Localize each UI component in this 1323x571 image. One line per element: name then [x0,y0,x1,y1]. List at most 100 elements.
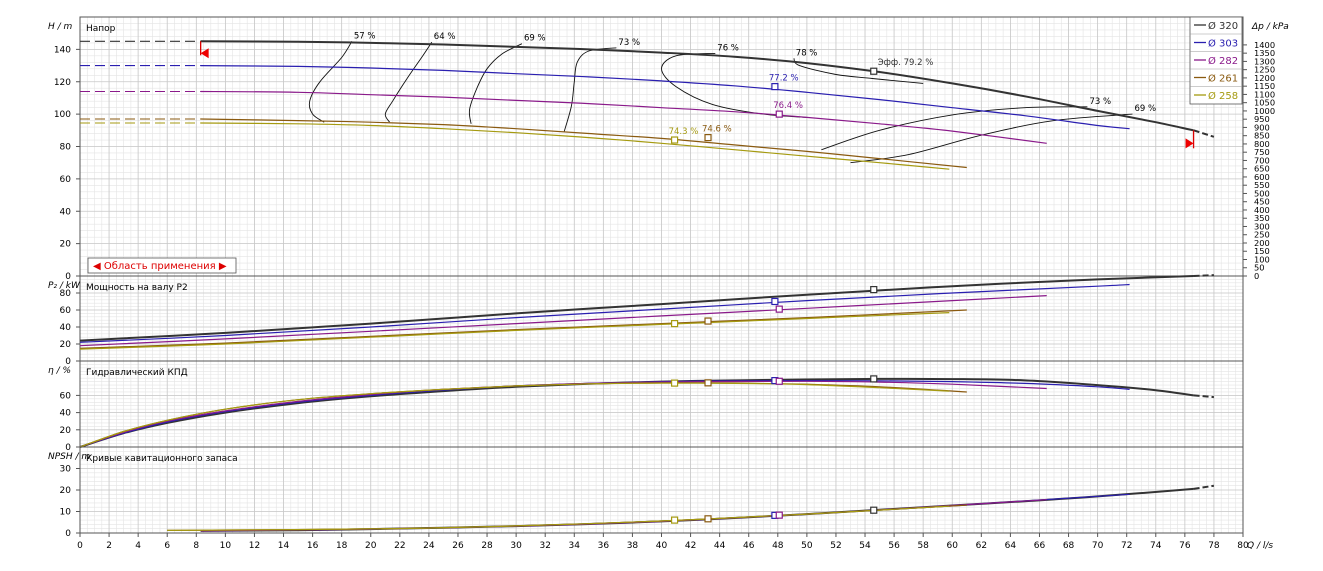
duty-point-marker [775,377,783,385]
x-tick-label: 66 [1034,541,1046,551]
y-tick-label: 40 [60,207,72,217]
x-tick-label: 80 [1237,541,1249,551]
series-line [200,65,1130,130]
iso-efficiency-line [384,41,433,123]
x-tick-label: 52 [830,541,841,551]
x-tick-label: 74 [1150,541,1162,551]
duty-point-marker [870,506,878,514]
x-tick-label: 62 [976,541,987,551]
right-tick-label: 1250 [1254,65,1275,75]
iso-efficiency-label: 69 % [524,34,546,44]
duty-point-label: 74.6 % [702,125,732,135]
duty-point-marker [775,511,783,519]
duty-point-marker [870,375,878,383]
x-axis-label: Q / l/s [1247,541,1273,551]
y-tick-label: 30 [60,465,72,475]
x-tick-label: 30 [510,541,522,551]
duty-point-marker [670,320,679,328]
series-line [200,122,950,170]
series-line [79,312,950,350]
y-tick-label: 20 [60,340,72,350]
duty-point-marker [704,379,712,387]
duty-point-marker [771,297,779,306]
duty-point-label: 74.3 % [669,127,699,137]
right-tick-label: 400 [1254,205,1270,215]
iso-efficiency-label: 69 % [1135,104,1157,114]
right-tick-label: 1300 [1254,56,1275,66]
y-axis-label: η / % [48,366,71,376]
panel-title: Мощность на валу P2 [86,283,188,293]
right-tick-label: 250 [1254,230,1270,240]
y-axis-label: NPSH / m [48,452,90,462]
duty-point-marker [704,317,712,325]
duty-point-label: 77.2 % [769,74,799,84]
x-tick-label: 42 [685,541,696,551]
range-start-marker [200,48,209,59]
series-line [79,309,967,349]
duty-point-marker [704,515,712,523]
right-tick-label: 100 [1254,254,1270,264]
duty-point-marker [670,136,679,144]
x-tick-label: 34 [569,541,581,551]
y-tick-label: 140 [54,45,71,55]
right-tick-label: 600 [1254,172,1270,182]
right-tick-label: 1000 [1254,106,1275,116]
x-tick-label: 16 [307,541,319,551]
x-tick-label: 0 [77,541,83,551]
duty-point-marker [771,83,779,91]
y-tick-label: 120 [54,78,71,88]
right-tick-label: 1150 [1254,81,1275,91]
duty-point-marker [870,286,878,294]
right-tick-label: 500 [1254,188,1270,198]
x-tick-label: 76 [1179,541,1191,551]
legend-entry-label: Ø 261 [1208,73,1238,85]
x-tick-label: 26 [452,541,464,551]
x-tick-label: 44 [714,541,726,551]
y-tick-label: 0 [65,272,71,282]
right-tick-label: 300 [1254,221,1270,231]
legend-entry-label: Ø 282 [1208,55,1238,67]
x-tick-label: 38 [627,541,639,551]
duty-point-marker [670,379,679,387]
range-end-marker [1185,138,1194,149]
right-tick-label: 150 [1254,246,1270,256]
duty-point-label: 76.4 % [773,101,803,111]
series-line [200,90,1047,144]
iso-efficiency-label: 76 % [717,43,739,53]
y-tick-label: 0 [65,443,71,453]
x-tick-label: 58 [917,541,929,551]
y-tick-label: 20 [60,426,72,436]
x-tick-label: 68 [1063,541,1075,551]
y-tick-label: 40 [60,323,72,333]
x-tick-label: 28 [481,541,493,551]
x-tick-label: 8 [193,541,199,551]
right-tick-label: 1050 [1254,98,1275,108]
duty-point-marker [775,110,783,118]
right-tick-label: 700 [1254,155,1270,165]
x-tick-label: 60 [947,541,959,551]
duty-point-marker [870,67,878,75]
series-line [200,118,967,169]
x-tick-label: 22 [394,541,405,551]
right-tick-label: 1400 [1254,40,1275,50]
x-tick-label: 46 [743,541,755,551]
y-tick-label: 100 [54,110,71,120]
legend-entry-label: Ø 303 [1208,38,1238,50]
y-tick-label: 0 [65,357,71,367]
iso-efficiency-label: 64 % [434,32,456,42]
x-tick-label: 2 [106,541,112,551]
iso-efficiency-label: 57 % [354,31,376,41]
series-tail-line [1193,484,1215,490]
duty-point-marker [775,305,783,313]
x-tick-label: 70 [1092,541,1104,551]
right-tick-label: 450 [1254,197,1270,207]
x-tick-label: 6 [164,541,170,551]
right-tick-label: 1200 [1254,73,1275,83]
x-tick-label: 10 [220,541,232,551]
legend-entry-label: Ø 258 [1208,90,1238,102]
x-tick-label: 14 [278,541,290,551]
legend [1189,16,1243,105]
right-tick-label: 800 [1254,139,1270,149]
series-tail-line [1193,394,1214,399]
